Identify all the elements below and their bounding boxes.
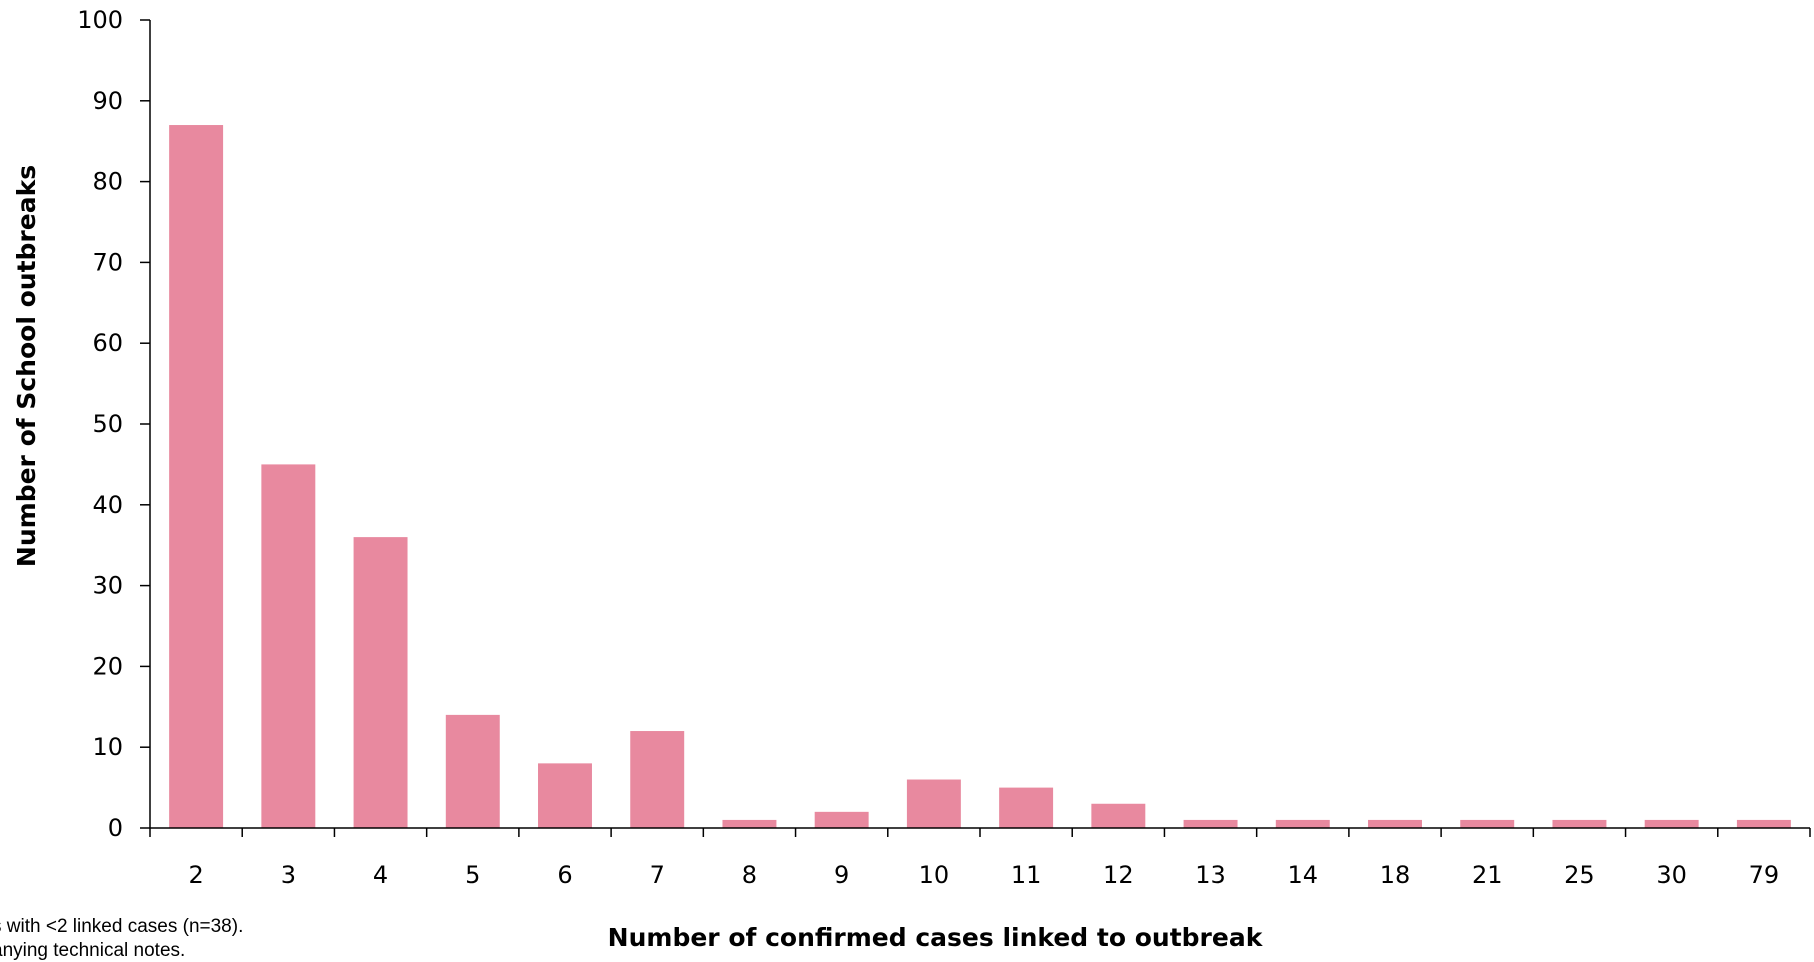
bar-79 <box>1736 819 1791 828</box>
bar-6 <box>538 763 592 828</box>
bar-9 <box>814 811 869 828</box>
x-tick-label: 18 <box>1380 861 1411 889</box>
bar-2 <box>169 125 224 829</box>
y-tick-label: 50 <box>92 410 123 438</box>
bar-8 <box>722 819 777 828</box>
bar-10 <box>906 779 961 828</box>
x-tick-label: 5 <box>465 861 480 889</box>
y-tick-label: 90 <box>92 87 123 115</box>
x-tick-label: 4 <box>373 861 388 889</box>
y-tick-label: 10 <box>92 733 123 761</box>
bar-5 <box>445 714 500 828</box>
x-axis-title: Number of confirmed cases linked to outb… <box>608 923 1264 952</box>
bar-18 <box>1368 819 1422 828</box>
x-tick-label: 9 <box>834 861 849 889</box>
x-tick-label: 2 <box>188 861 203 889</box>
bars-layer <box>169 125 1791 829</box>
y-tick-label: 100 <box>77 6 123 34</box>
x-tick-label: 6 <box>557 861 572 889</box>
x-tick-label: 8 <box>742 861 757 889</box>
bar-25 <box>1552 819 1607 828</box>
bar-3 <box>261 464 316 828</box>
y-tick-label: 40 <box>92 491 123 519</box>
y-tick-label: 30 <box>92 572 123 600</box>
x-tick-label: 13 <box>1195 861 1226 889</box>
x-ticks: 2 3 4 5 6 7 8 9 10 11 12 13 14 18 21 25 30 79 <box>149 828 1811 889</box>
y-axis-title: Number of School outbreaks <box>12 165 41 567</box>
x-tick-label: 3 <box>281 861 296 889</box>
bar-13 <box>1183 819 1238 828</box>
y-ticks: 0 10 20 30 40 50 60 70 80 90 100 <box>77 6 150 842</box>
bar-30 <box>1644 819 1699 828</box>
x-tick-label: 11 <box>1011 861 1042 889</box>
x-tick-label: 30 <box>1656 861 1687 889</box>
y-tick-label: 60 <box>92 329 123 357</box>
x-tick-label: 25 <box>1564 861 1595 889</box>
y-tick-label: 20 <box>92 652 123 680</box>
x-tick-label: 14 <box>1288 861 1319 889</box>
x-tick-label: 10 <box>919 861 950 889</box>
bar-7 <box>630 731 685 828</box>
x-tick-label: 21 <box>1472 861 1503 889</box>
bar-21 <box>1460 819 1515 828</box>
x-tick-label: 12 <box>1103 861 1134 889</box>
x-tick-label: 7 <box>650 861 665 889</box>
y-tick-label: 70 <box>92 248 123 276</box>
footnote-2: anying technical notes. <box>0 940 186 961</box>
footnote-1: s with <2 linked cases (n=38). <box>0 916 244 937</box>
y-tick-label: 0 <box>108 814 123 842</box>
y-tick-label: 80 <box>92 168 123 196</box>
bar-12 <box>1091 803 1146 828</box>
bar-4 <box>353 537 408 828</box>
bar-14 <box>1275 819 1330 828</box>
bar-11 <box>999 787 1054 828</box>
x-tick-label: 79 <box>1749 861 1780 889</box>
